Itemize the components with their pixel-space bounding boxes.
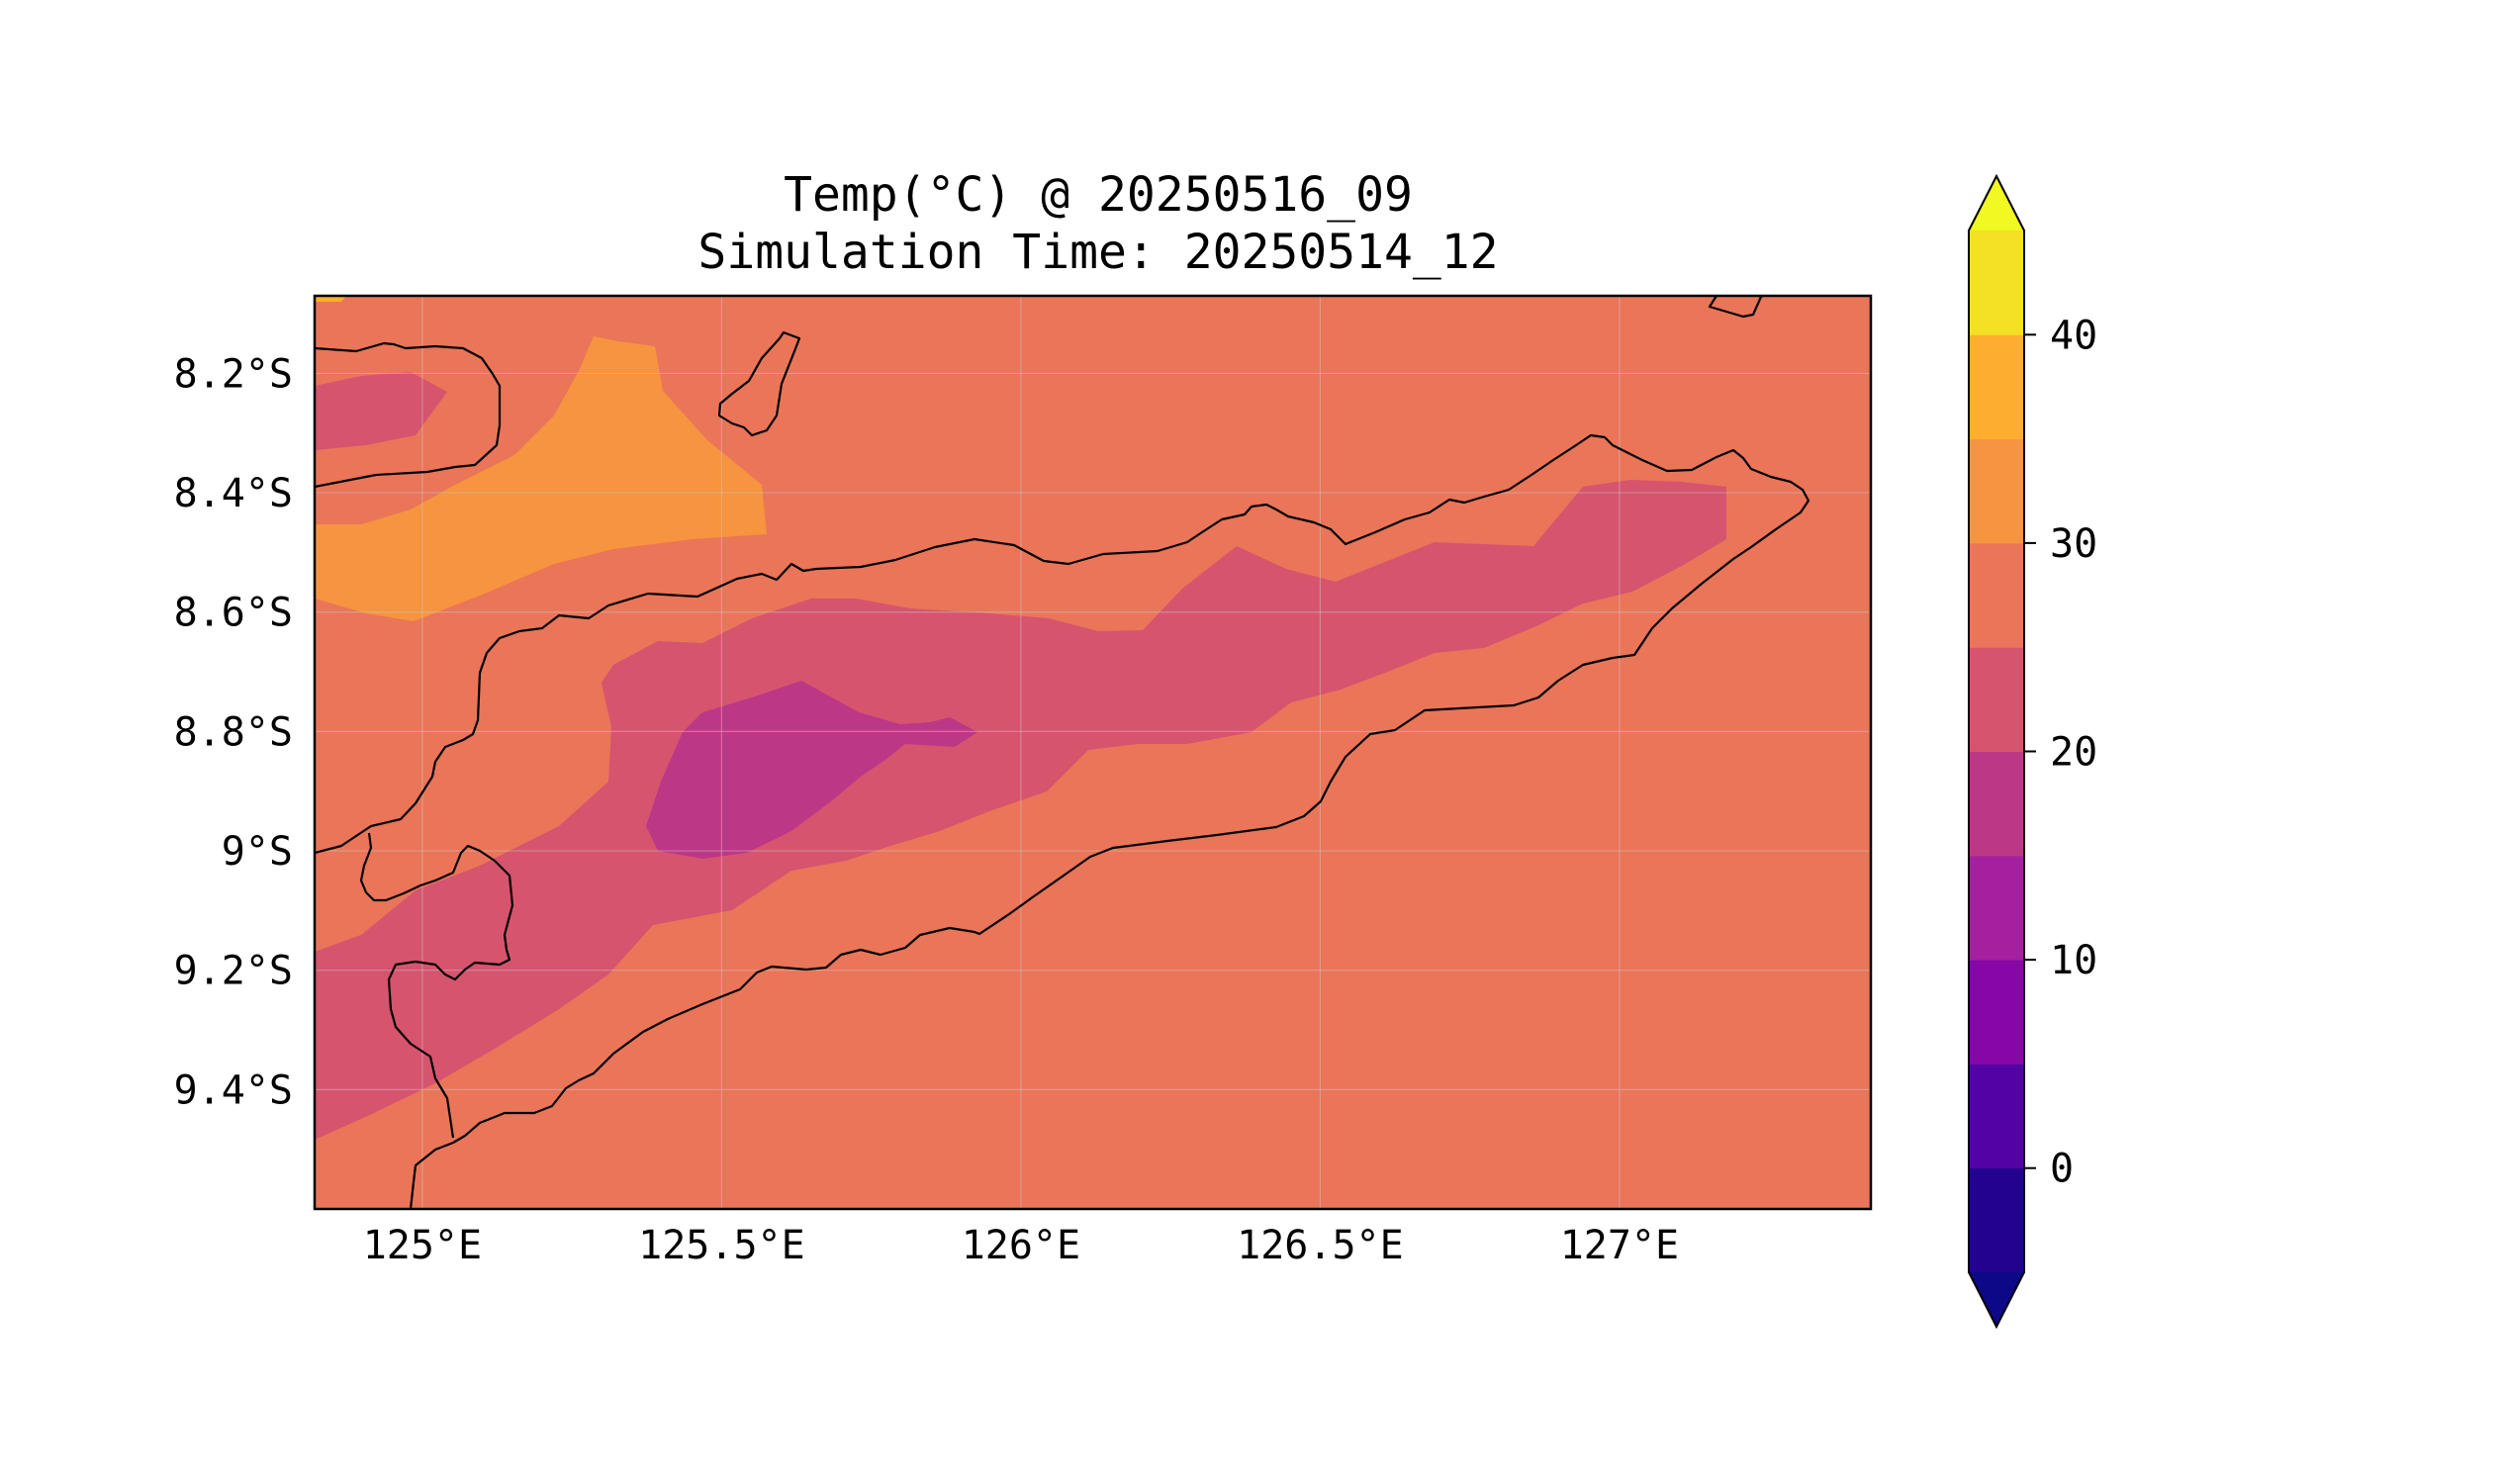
plot-title-line2: Simulation Time: 20250514_12: [697, 225, 1498, 280]
coastline-timor-north: [315, 433, 1810, 1209]
lon-tick-label: 126°E: [962, 1223, 1080, 1268]
lat-tick-label: 8.4°S: [174, 471, 293, 516]
lat-tick-label: 9.4°S: [174, 1067, 293, 1113]
lon-tick-label: 125°E: [363, 1223, 482, 1268]
contour-20-25-main: [315, 480, 1726, 1140]
colorbar-tick-label: 40: [2050, 313, 2097, 358]
colorbar-tick-label: 20: [2050, 730, 2097, 776]
colorbar-tick-label: 10: [2050, 938, 2097, 983]
lon-tick-label: 126.5°E: [1237, 1223, 1404, 1268]
contour-20-25-nw: [315, 372, 447, 450]
colorbar-extend-over: [1969, 176, 2024, 231]
contour-35-40: [315, 296, 346, 302]
colorbar-tick-label: 30: [2050, 521, 2097, 567]
lat-tick-label: 8.8°S: [174, 709, 293, 755]
lat-tick-labels: 8.2°S 8.4°S 8.6°S 8.8°S 9°S 9.2°S 9.4°S: [174, 351, 293, 1113]
plot-title-line1: Temp(°C) @ 20250516_09: [784, 167, 1413, 223]
lat-tick-label: 8.2°S: [174, 351, 293, 397]
colorbar-extend-under: [1969, 1272, 2024, 1327]
lon-tick-label: 125.5°E: [638, 1223, 805, 1268]
map-frame: [313, 294, 1873, 1211]
lon-tick-labels: 125°E 125.5°E 126°E 126.5°E 127°E: [363, 1223, 1679, 1268]
colorbar-band: [1969, 1167, 2024, 1273]
colorbar-band: [1969, 1064, 2024, 1169]
colorbar-band: [1969, 334, 2024, 440]
contour-30-35: [315, 336, 767, 621]
colorbar-band: [1969, 960, 2024, 1065]
map-panel: [315, 296, 1871, 1209]
coastline-atauro: [717, 330, 801, 437]
colorbar: 0 10 20 30 40: [1968, 173, 2097, 1330]
colorbar-band: [1969, 231, 2024, 335]
colorbar-band: [1969, 855, 2024, 961]
colorbar-band: [1969, 542, 2024, 648]
colorbar-band: [1969, 438, 2024, 544]
coastline-timor-west: [359, 832, 514, 1139]
contour-15-20: [646, 681, 977, 859]
coastline-alor: [315, 341, 502, 489]
lon-tick-label: 127°E: [1560, 1223, 1679, 1268]
colorbar-tick-label: 0: [2050, 1147, 2074, 1192]
lat-tick-label: 9°S: [222, 829, 293, 875]
lat-tick-label: 8.6°S: [174, 591, 293, 636]
lat-tick-label: 9.2°S: [174, 949, 293, 994]
colorbar-outline: [1968, 173, 2025, 1330]
colorbar-band: [1969, 647, 2024, 752]
colorbar-band: [1969, 751, 2024, 857]
